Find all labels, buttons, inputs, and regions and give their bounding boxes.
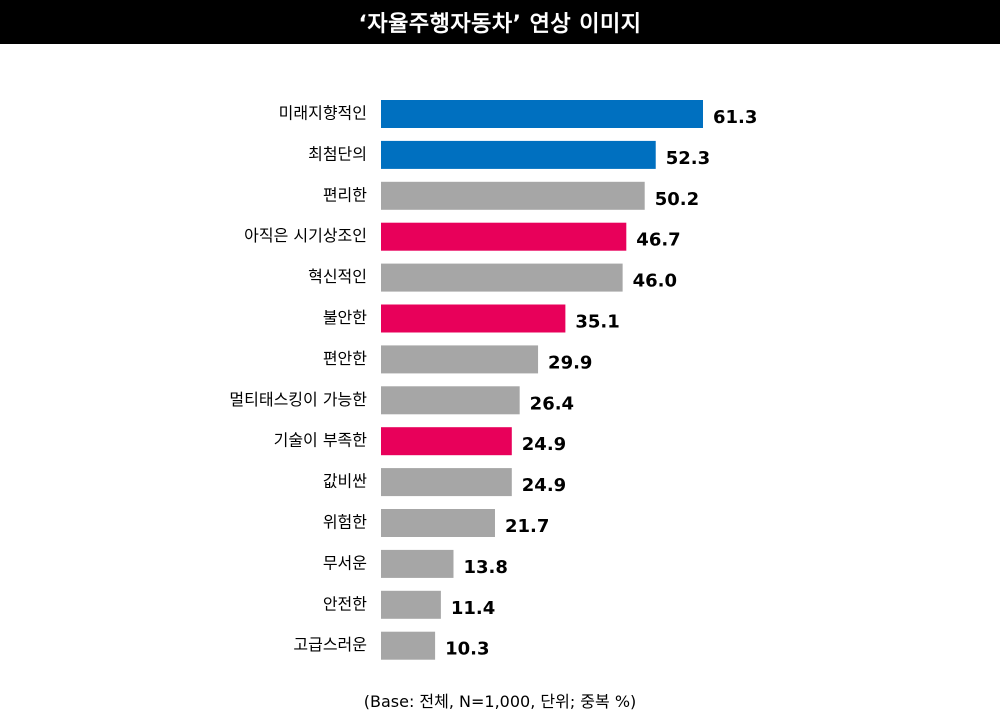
category-label: 안전한 [323,594,367,613]
category-label: 편리한 [323,185,367,204]
title-bar: ‘자율주행자동차’ 연상 이미지 [0,0,1000,44]
bar [381,631,436,660]
value-label: 52.3 [666,148,710,169]
category-label: 값비싼 [323,472,367,491]
value-label: 13.8 [463,557,507,578]
footnote: (Base: 전체, N=1,000, 단위; 중복 %) [363,692,637,711]
bar [381,427,512,456]
category-label: 무서운 [323,553,367,572]
bar [381,509,495,537]
bar [381,140,656,169]
category-label: 최첨단의 [308,144,367,163]
category-label: 불안한 [323,308,367,327]
bar [381,100,703,128]
bar [381,263,623,292]
bar-chart: 미래지향적인 61.3 최첨단의 52.3 편리한 50.2 아직은 시기상조인 46.7 혁신… [229,100,757,660]
chart-title: ‘자율주행자동차’ 연상 이미지 [358,12,642,37]
category-label: 혁신적인 [308,267,367,286]
bar [381,386,520,415]
bar [381,468,512,497]
bar [381,549,454,578]
value-label: 29.9 [548,352,592,373]
bar [381,590,441,619]
value-label: 21.7 [505,516,549,537]
category-label: 기술이 부족한 [274,431,368,450]
category-label: 위험한 [323,513,367,532]
value-label: 35.1 [575,312,619,333]
value-label: 46.0 [633,271,677,292]
value-label: 46.7 [636,230,680,251]
category-label: 아직은 시기상조인 [244,226,367,245]
value-label: 26.4 [530,393,574,414]
value-label: 11.4 [451,598,495,619]
bar [381,181,645,210]
bar [381,304,566,333]
category-label: 고급스러운 [293,635,367,654]
value-label: 50.2 [655,189,699,210]
bar [381,222,627,251]
value-label: 24.9 [522,475,566,496]
category-label: 미래지향적인 [279,104,367,123]
value-label: 10.3 [445,639,489,660]
value-label: 61.3 [713,107,757,128]
category-label: 멀티태스킹이 가능한 [229,390,367,409]
bar [381,345,539,374]
value-label: 24.9 [522,434,566,455]
category-label: 편안한 [323,349,367,368]
